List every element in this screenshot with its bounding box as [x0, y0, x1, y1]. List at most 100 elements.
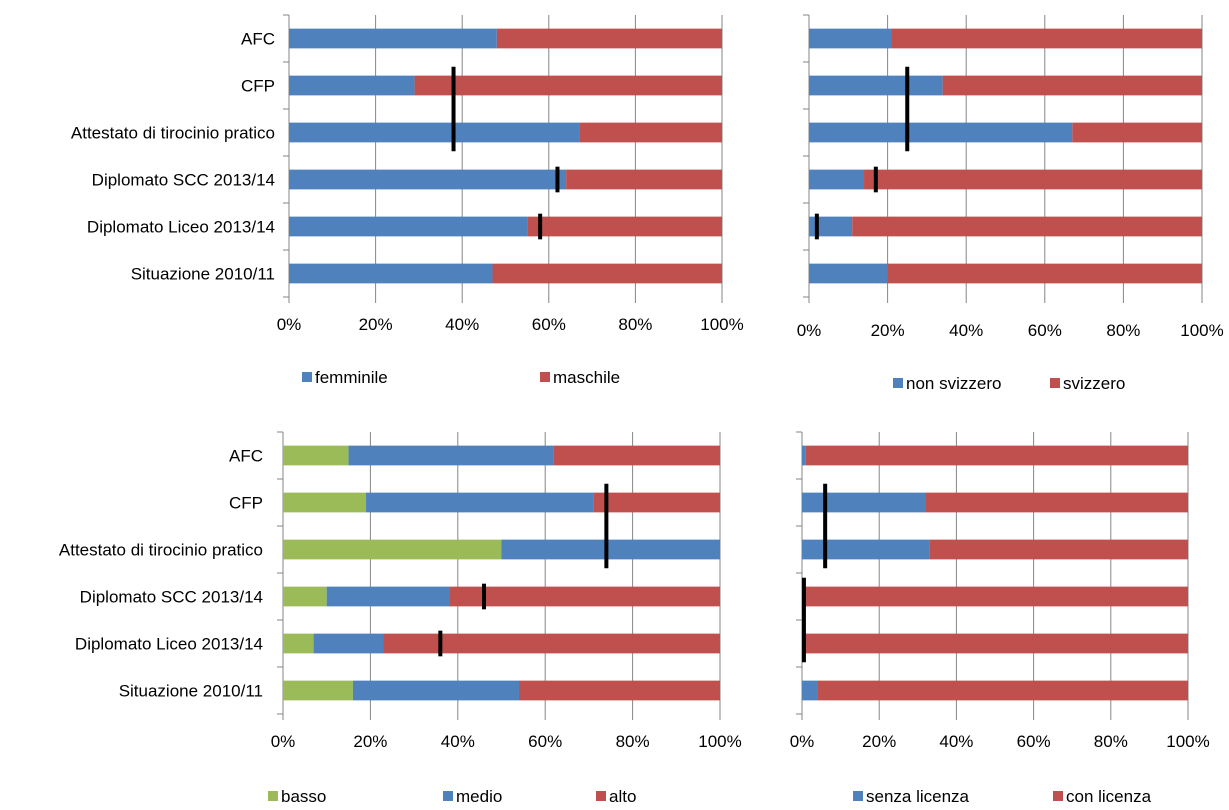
bar-segment: [283, 586, 327, 607]
bar-segment: [925, 492, 1188, 513]
bar-segment: [809, 28, 892, 49]
x-tick-label: 80%: [1106, 321, 1140, 340]
bar-segment: [809, 122, 1073, 143]
bar-segment: [289, 263, 493, 284]
x-tick-label: 60%: [532, 315, 566, 334]
bar-segment: [802, 633, 1188, 654]
category-label: Attestato di tirocinio pratico: [71, 124, 275, 143]
legend-label: con licenza: [1066, 787, 1152, 806]
x-tick-label: 100%: [700, 315, 743, 334]
x-tick-label: 60%: [1028, 321, 1062, 340]
chart-2: 0% 20% 40% 60% 80% 100% non svizzero svizzero: [797, 14, 1224, 393]
x-tick-label: 100%: [1180, 321, 1223, 340]
legend-swatch: [302, 372, 312, 382]
bar-segment: [566, 169, 722, 190]
bar-segment: [852, 216, 1202, 237]
bar-segment: [817, 680, 1188, 701]
bar-segment: [1072, 122, 1202, 143]
bar-segment: [809, 169, 865, 190]
bar-segment: [326, 586, 450, 607]
legend-swatch: [540, 372, 550, 382]
x-tick-label: 40%: [949, 321, 983, 340]
legend-swatch: [1050, 378, 1060, 388]
legend-label: senza licenza: [866, 787, 970, 806]
bar-segment: [492, 263, 722, 284]
x-tick-label: 40%: [441, 732, 475, 751]
x-tick-label: 20%: [359, 315, 393, 334]
bar-segment: [414, 75, 722, 96]
legend-swatch: [893, 378, 903, 388]
bar-segment: [283, 539, 502, 560]
category-label: CFP: [241, 77, 275, 96]
x-tick-label: 80%: [616, 732, 650, 751]
bar-segment: [809, 75, 943, 96]
category-label: Diplomato SCC 2013/14: [80, 588, 263, 607]
legend-swatch: [443, 791, 453, 801]
x-tick-label: 0%: [277, 315, 302, 334]
bar-segment: [805, 445, 1188, 466]
bar-segment: [449, 586, 720, 607]
bar-segment: [289, 122, 580, 143]
x-tick-label: 100%: [698, 732, 741, 751]
category-label: AFC: [241, 30, 275, 49]
bar-segment: [348, 445, 554, 466]
legend-swatch: [596, 791, 606, 801]
category-label: Diplomato SCC 2013/14: [92, 171, 275, 190]
legend-label: maschile: [553, 368, 620, 387]
bar-segment: [579, 122, 722, 143]
category-label: Situazione 2010/11: [119, 682, 263, 701]
bar-segment: [283, 445, 349, 466]
bar-segment: [891, 28, 1202, 49]
legend-label: alto: [609, 787, 636, 806]
bar-segment: [289, 216, 528, 237]
bar-segment: [283, 633, 314, 654]
x-tick-label: 80%: [618, 315, 652, 334]
bar-segment: [802, 586, 1188, 607]
bar-segment: [289, 169, 567, 190]
bar-segment: [283, 680, 353, 701]
x-tick-label: 20%: [862, 732, 896, 751]
category-label: Attestato di tirocinio pratico: [59, 541, 263, 560]
chart-1: 0% 20% 40% 60% 80% 100% AFC CFP Attestato di tir…: [71, 14, 744, 387]
bar-segment: [802, 680, 818, 701]
bar-segment: [887, 263, 1202, 284]
bar-segment: [809, 263, 888, 284]
bar-segment: [802, 539, 930, 560]
bar-segment: [929, 539, 1188, 560]
legend-label: medio: [456, 787, 502, 806]
bar-segment: [809, 216, 853, 237]
legend-label: basso: [281, 787, 326, 806]
bar-segment: [289, 28, 497, 49]
bar-segment: [864, 169, 1202, 190]
bar-segment: [283, 492, 367, 513]
bar-segment: [553, 445, 720, 466]
x-tick-label: 60%: [528, 732, 562, 751]
bar-segment: [802, 492, 926, 513]
chart-4: 0% 20% 40% 60% 80% 100% senza licenza con licen…: [790, 431, 1210, 806]
category-label: AFC: [229, 447, 263, 466]
bar-segment: [593, 492, 720, 513]
bar-segment: [496, 28, 722, 49]
category-label: Diplomato Liceo 2013/14: [87, 218, 275, 237]
bar-segment: [313, 633, 384, 654]
x-tick-label: 40%: [939, 732, 973, 751]
x-tick-label: 0%: [790, 732, 815, 751]
bar-segment: [289, 75, 415, 96]
x-tick-label: 20%: [353, 732, 387, 751]
chart-3: 0% 20% 40% 60% 80% 100% AFC CFP Attestato di tir…: [59, 431, 742, 806]
category-label: CFP: [229, 494, 263, 513]
bar-segment: [527, 216, 722, 237]
bar-segment: [518, 680, 720, 701]
x-tick-label: 80%: [1094, 732, 1128, 751]
category-label: Diplomato Liceo 2013/14: [75, 635, 263, 654]
legend-swatch: [1053, 791, 1063, 801]
bar-segment: [366, 492, 594, 513]
bar-segment: [802, 445, 806, 466]
bar-segment: [352, 680, 519, 701]
x-tick-label: 0%: [797, 321, 822, 340]
x-tick-label: 60%: [1017, 732, 1051, 751]
legend-swatch: [268, 791, 278, 801]
x-tick-label: 20%: [871, 321, 905, 340]
bar-segment: [942, 75, 1202, 96]
